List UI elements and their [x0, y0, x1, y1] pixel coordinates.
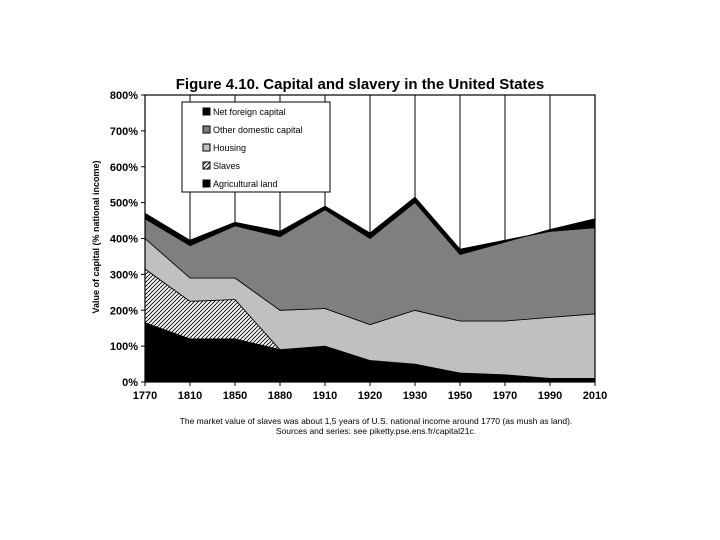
x-tick-label: 1920: [358, 390, 382, 402]
y-tick-label: 800%: [110, 90, 138, 102]
legend-swatch: [202, 143, 211, 152]
y-tick-label: 100%: [110, 341, 138, 353]
x-tick-label: 1910: [313, 390, 337, 402]
chart-title: Figure 4.10. Capital and slavery in the …: [176, 76, 544, 93]
x-tick-label: 1810: [178, 390, 202, 402]
x-tick-label: 1970: [493, 390, 517, 402]
legend-swatch: [202, 107, 211, 116]
legend-swatch: [202, 161, 211, 170]
legend-label: Housing: [213, 143, 246, 153]
footnote-2: Sources and series: see piketty.pse.ens.…: [276, 426, 476, 436]
legend-swatch: [202, 125, 211, 134]
footnote-1: The market value of slaves was about 1,5…: [180, 416, 573, 426]
x-tick-label: 1950: [448, 390, 472, 402]
y-tick-label: 200%: [110, 305, 138, 317]
x-tick-label: 1770: [133, 390, 157, 402]
x-tick-label: 1850: [223, 390, 247, 402]
y-tick-label: 0%: [122, 377, 138, 389]
x-tick-label: 1930: [403, 390, 427, 402]
y-tick-label: 500%: [110, 198, 138, 210]
x-tick-label: 1880: [268, 390, 292, 402]
y-axis-label: Value of capital (% national income): [91, 160, 101, 313]
legend-swatch: [202, 179, 211, 188]
x-tick-label: 2010: [583, 390, 607, 402]
chart-legend: Net foreign capital Other domestic capita…: [181, 101, 331, 193]
y-tick-label: 300%: [110, 269, 138, 281]
y-tick-label: 700%: [110, 126, 138, 138]
x-axis-ticks: 1770 1810 1850 1880 1910 1920 1930 1950 1970 1990…: [133, 382, 607, 402]
y-axis-ticks: 0% 100% 200% 300% 400% 500% 600% 700% 800%: [110, 90, 145, 389]
legend-label: Agricultural land: [213, 179, 278, 189]
y-tick-label: 400%: [110, 234, 138, 246]
legend-label: Other domestic capital: [213, 125, 303, 135]
y-tick-label: 600%: [110, 162, 138, 174]
x-tick-label: 1990: [538, 390, 562, 402]
legend-label: Net foreign capital: [213, 107, 286, 117]
legend-label: Slaves: [213, 161, 241, 171]
